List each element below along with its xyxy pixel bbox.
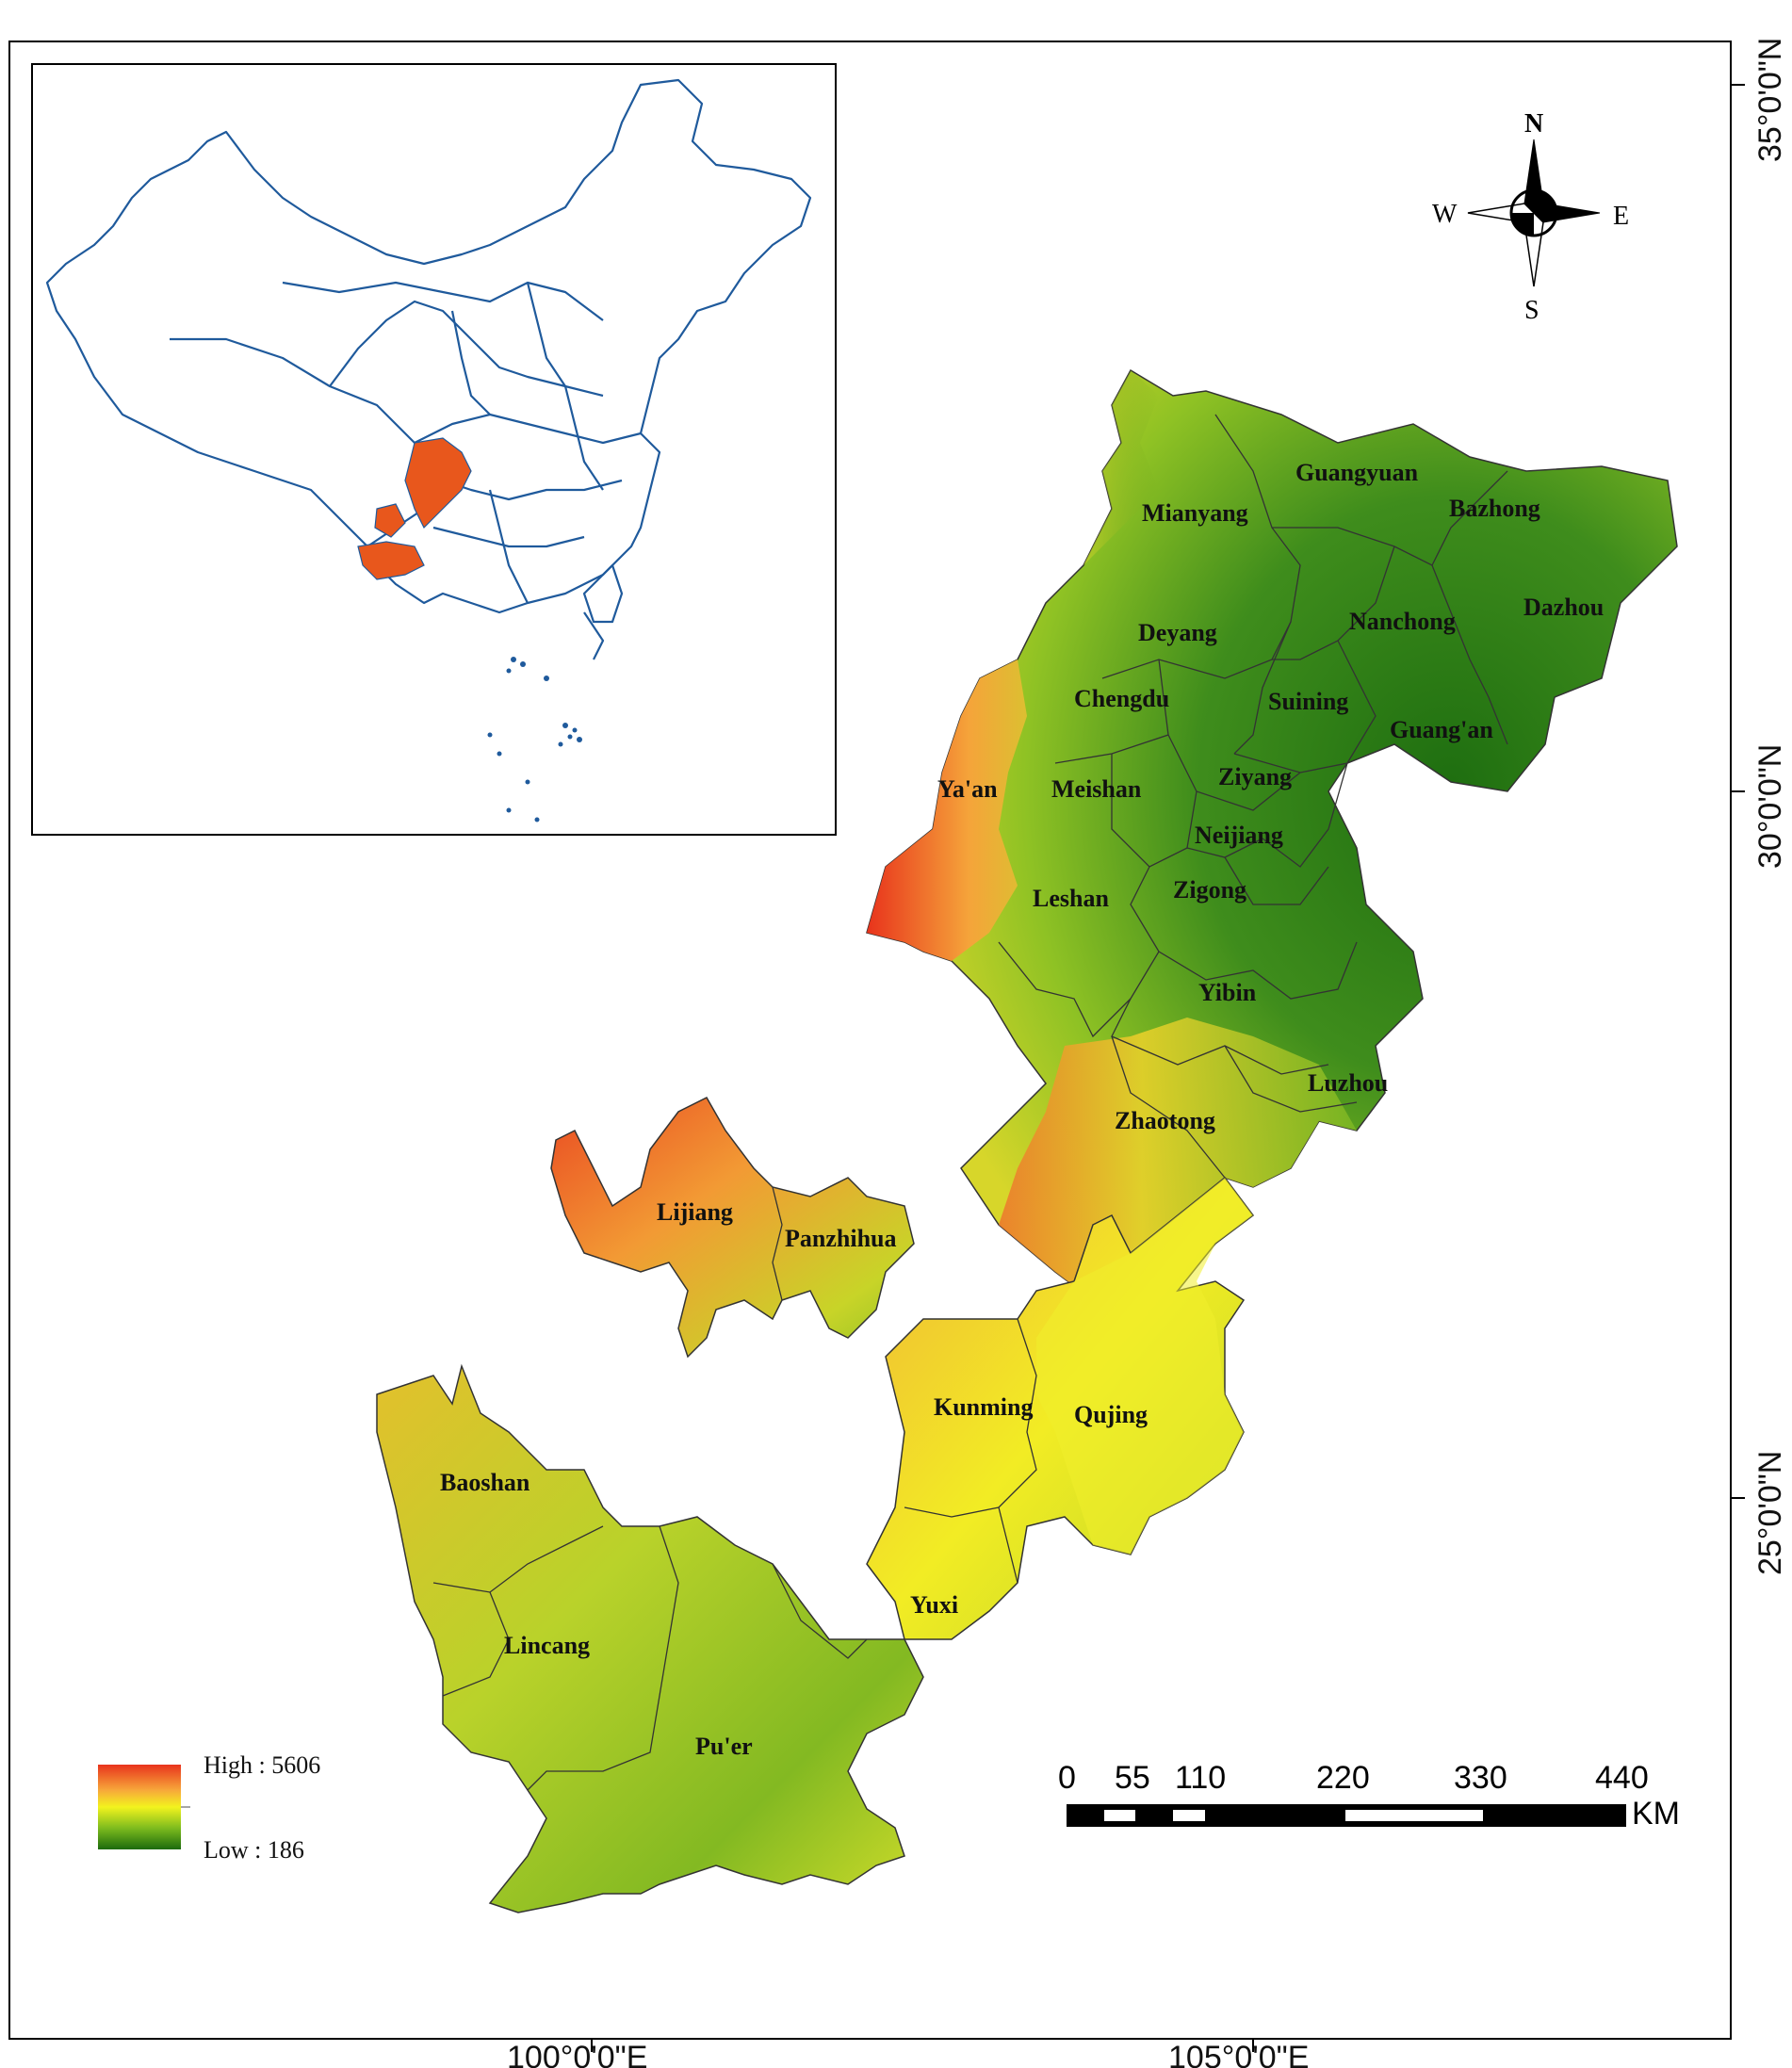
label-ziyang: Ziyang	[1218, 763, 1292, 790]
elevation-legend: High : 5606 Low : 186	[98, 1751, 320, 1864]
zhaotong-zone	[999, 1018, 1357, 1300]
compass-n: N	[1524, 109, 1543, 138]
graticule: 35°0'0"N 30°0'0"N 25°0'0"N 100°0'0"E 105…	[507, 38, 1788, 2068]
lon-label-100: 100°0'0"E	[507, 2040, 647, 2068]
scale-tick-110: 110	[1175, 1760, 1226, 1796]
legend-color-ramp	[98, 1765, 181, 1849]
compass-s: S	[1524, 296, 1539, 325]
label-kunming: Kunming	[934, 1393, 1034, 1421]
west-yunnan-borders	[432, 1525, 868, 1791]
lon-label-105: 105°0'0"E	[1168, 2040, 1309, 2068]
legend-high-label: High : 5606	[204, 1751, 320, 1779]
legend-low-label: Low : 186	[204, 1836, 304, 1864]
label-lijiang: Lijiang	[657, 1198, 733, 1226]
north-arrow-compass: N S W E	[1432, 109, 1629, 325]
label-yaan: Ya'an	[937, 775, 998, 803]
label-puer: Pu'er	[695, 1733, 753, 1760]
label-panzhihua: Panzhihua	[785, 1225, 897, 1252]
label-guangyuan: Guangyuan	[1295, 459, 1419, 486]
lat-label-35: 35°0'0"N	[1752, 38, 1788, 162]
scale-tick-55: 55	[1115, 1760, 1150, 1796]
scale-tick-0: 0	[1058, 1760, 1076, 1796]
lat-label-25: 25°0'0"N	[1752, 1451, 1788, 1575]
label-nanchong: Nanchong	[1349, 608, 1456, 635]
label-bazhong: Bazhong	[1449, 495, 1540, 522]
label-suining: Suining	[1268, 688, 1348, 715]
label-lincang: Lincang	[504, 1632, 590, 1659]
inset-map	[31, 63, 837, 836]
sichuan-region	[866, 368, 1678, 1302]
label-qujing: Qujing	[1074, 1401, 1148, 1428]
label-yuxi: Yuxi	[910, 1591, 958, 1619]
scale-tick-440: 440	[1595, 1760, 1649, 1796]
label-chengdu: Chengdu	[1074, 685, 1169, 712]
map-frame	[8, 41, 1732, 2040]
qujing-east	[1036, 1178, 1253, 1555]
label-baoshan: Baoshan	[440, 1469, 530, 1496]
lijiang-panzhihua-border	[772, 1186, 783, 1301]
lat-label-30: 30°0'0"N	[1752, 744, 1788, 869]
label-yibin: Yibin	[1198, 979, 1257, 1006]
study-area-highlight	[357, 437, 472, 580]
lijiang-body	[550, 1097, 915, 1359]
region-labels: Guangyuan Mianyang Bazhong Dazhou Nancho…	[440, 459, 1604, 1760]
label-luzhou: Luzhou	[1308, 1069, 1388, 1097]
scale-tick-330: 330	[1454, 1760, 1507, 1796]
compass-w: W	[1432, 200, 1458, 229]
label-meishan: Meishan	[1051, 775, 1142, 803]
south-china-sea-islands	[487, 657, 582, 822]
label-leshan: Leshan	[1033, 885, 1109, 912]
sichuan-borders	[998, 414, 1508, 1179]
central-yunnan-borders	[904, 1318, 1037, 1584]
scale-unit: KM	[1632, 1796, 1680, 1832]
west-yunnan-region	[376, 1363, 924, 1913]
lijiang-panzhihua-region	[550, 1097, 915, 1359]
central-yunnan-region	[866, 1176, 1255, 1640]
label-mianyang: Mianyang	[1142, 499, 1248, 527]
label-dazhou: Dazhou	[1523, 594, 1604, 621]
label-deyang: Deyang	[1138, 619, 1217, 646]
compass-e: E	[1613, 202, 1629, 231]
west-yunnan-body	[376, 1363, 924, 1913]
label-guangan: Guang'an	[1390, 716, 1493, 743]
label-zigong: Zigong	[1173, 876, 1246, 904]
sichuan-west-highland	[867, 370, 1159, 961]
scale-tick-220: 220	[1316, 1760, 1370, 1796]
label-neijiang: Neijiang	[1195, 822, 1283, 849]
scale-bar: 0 55 110 220 330 440 KM	[1058, 1760, 1680, 1832]
label-zhaotong: Zhaotong	[1115, 1107, 1215, 1134]
